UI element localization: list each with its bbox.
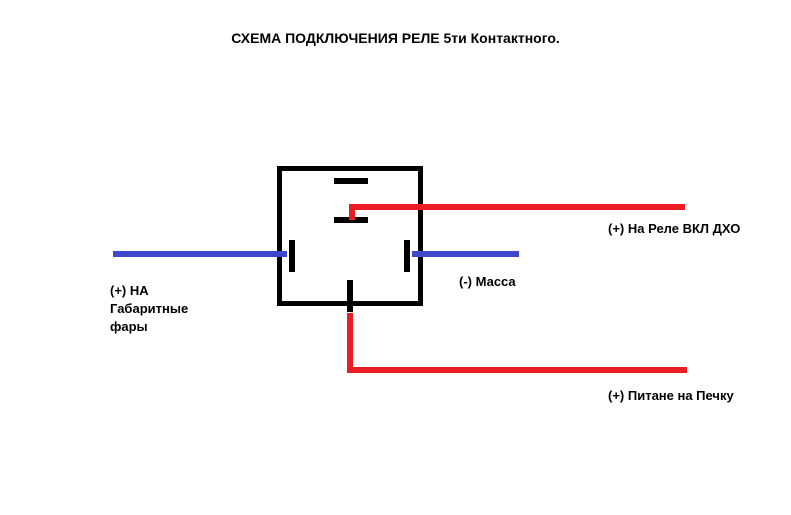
label-parking-lights: (+) НА Габаритные фары [110, 282, 188, 336]
terminal-bottom [347, 280, 353, 312]
wire-blue-right [412, 251, 519, 257]
label-line: Габаритные [110, 300, 188, 318]
wire-red-top-horiz [349, 204, 685, 210]
wire-red-bottom-horiz [347, 367, 687, 373]
wire-red-bottom-vert [347, 313, 353, 373]
label-ground: (-) Масса [459, 274, 516, 289]
diagram-title: СХЕМА ПОДКЛЮЧЕНИЯ РЕЛЕ 5ти Контактного. [231, 30, 560, 46]
terminal-right [404, 240, 410, 272]
wire-blue-left [113, 251, 287, 257]
label-relay-drl: (+) На Реле ВКЛ ДХО [608, 221, 740, 236]
terminal-top [334, 178, 368, 184]
label-line: фары [110, 318, 188, 336]
label-line: (+) НА [110, 282, 188, 300]
label-heater-power: (+) Питане на Печку [608, 388, 734, 403]
terminal-left [289, 240, 295, 272]
